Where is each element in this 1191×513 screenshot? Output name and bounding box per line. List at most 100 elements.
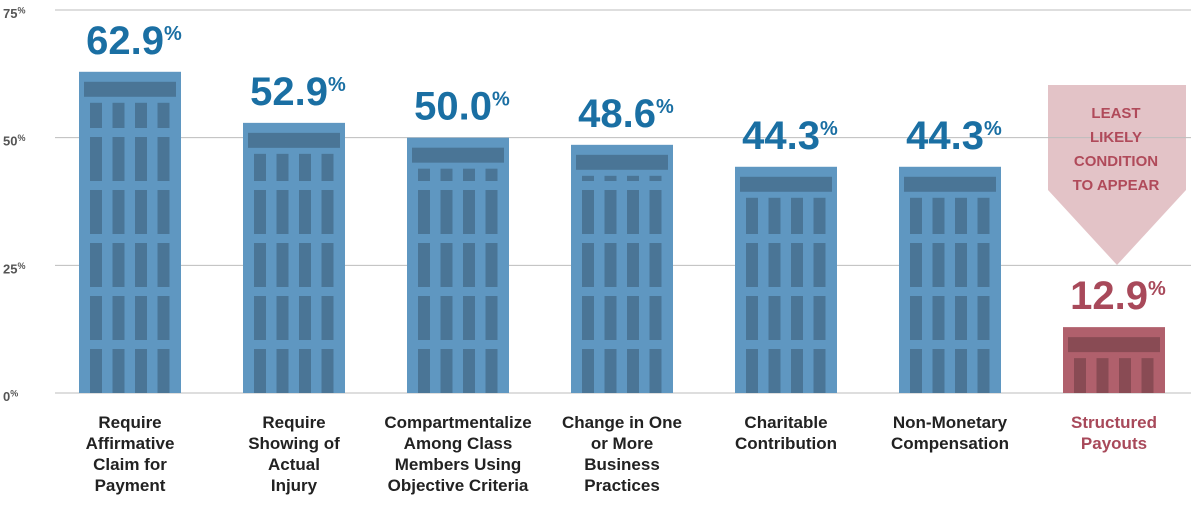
bar-window xyxy=(90,296,102,340)
bar-window xyxy=(135,137,147,181)
value-label: 48.6% xyxy=(578,92,674,136)
bar-window xyxy=(933,198,945,234)
bar-window xyxy=(486,349,498,393)
bar-window xyxy=(322,296,334,340)
page: 0%25%50%75%62.9%52.9%50.0%48.6%44.3%44.3… xyxy=(0,0,1191,513)
bar-window xyxy=(769,349,781,393)
bar-roof-band xyxy=(412,148,504,163)
building xyxy=(735,167,837,393)
bar-window xyxy=(605,349,617,393)
bar-window xyxy=(486,243,498,287)
bar-roof-band xyxy=(576,155,668,170)
x-tick-label: Structured Payouts xyxy=(1058,412,1170,454)
y-tick-label: 75% xyxy=(3,5,25,21)
bar-window xyxy=(605,243,617,287)
bar-window xyxy=(910,296,922,340)
bar-window xyxy=(486,169,498,181)
bar-window xyxy=(299,190,311,234)
bar-window xyxy=(582,296,594,340)
bar-window xyxy=(650,190,662,234)
annotation: LEAST LIKELY CONDITION TO APPEAR xyxy=(1066,102,1166,198)
bar-window xyxy=(814,349,826,393)
bar-window xyxy=(254,190,266,234)
bar-window xyxy=(277,296,289,340)
bar-window xyxy=(650,243,662,287)
building xyxy=(79,72,181,393)
x-tick-label: Non-Monetary Compensation xyxy=(868,412,1033,454)
bar-window xyxy=(978,349,990,393)
bar-window xyxy=(910,198,922,234)
bar-roof-band xyxy=(1068,337,1160,352)
bar-window xyxy=(90,137,102,181)
bar-roof-band xyxy=(740,177,832,192)
bar-window xyxy=(769,243,781,287)
y-tick-label: 50% xyxy=(3,133,25,149)
bar-window xyxy=(158,190,170,234)
y-tick-label: 25% xyxy=(3,261,25,277)
bar-window xyxy=(814,296,826,340)
bar-window xyxy=(90,243,102,287)
bar-window xyxy=(90,190,102,234)
bar-window xyxy=(582,190,594,234)
bar-window xyxy=(441,349,453,393)
bar-window xyxy=(158,243,170,287)
bar-window xyxy=(113,103,125,128)
bar-window xyxy=(113,296,125,340)
bar-window xyxy=(254,154,266,181)
bar-window xyxy=(158,349,170,393)
bar-window xyxy=(441,243,453,287)
bar-window xyxy=(746,198,758,234)
bar-window xyxy=(814,198,826,234)
bar-window xyxy=(463,243,475,287)
bar-window xyxy=(299,296,311,340)
bar-window xyxy=(769,296,781,340)
bar-window xyxy=(299,349,311,393)
bar-window xyxy=(254,296,266,340)
bar-window xyxy=(910,243,922,287)
bar-window xyxy=(277,190,289,234)
bar-window xyxy=(418,243,430,287)
bar-window xyxy=(158,296,170,340)
bar-window xyxy=(299,154,311,181)
bar-window xyxy=(605,296,617,340)
bar-window xyxy=(582,176,594,181)
bar-window xyxy=(791,349,803,393)
bar-window xyxy=(135,103,147,128)
bar-roof-band xyxy=(248,133,340,148)
x-tick-label: Charitable Contribution xyxy=(721,412,851,454)
bar-window xyxy=(978,296,990,340)
bar-window xyxy=(463,296,475,340)
bar-window xyxy=(158,137,170,181)
bar-window xyxy=(955,243,967,287)
building xyxy=(407,138,509,393)
bar-window xyxy=(627,176,639,181)
bar-window xyxy=(135,349,147,393)
value-label: 62.9% xyxy=(86,19,182,63)
bar-window xyxy=(90,349,102,393)
bar-window xyxy=(1142,358,1154,393)
bar-window xyxy=(955,296,967,340)
bar-window xyxy=(746,296,758,340)
bar-window xyxy=(791,198,803,234)
bar-roof-band xyxy=(84,82,176,97)
bar-window xyxy=(650,176,662,181)
bar-window xyxy=(135,190,147,234)
bar-window xyxy=(277,243,289,287)
bar-window xyxy=(955,198,967,234)
bar-window xyxy=(582,243,594,287)
bar-window xyxy=(486,296,498,340)
bar-window xyxy=(791,296,803,340)
bar-window xyxy=(746,349,758,393)
bar-window xyxy=(322,190,334,234)
value-label: 50.0% xyxy=(414,85,510,129)
bar-window xyxy=(955,349,967,393)
bar-window xyxy=(113,243,125,287)
bar-window xyxy=(322,154,334,181)
bar-window xyxy=(418,169,430,181)
bar-window xyxy=(135,296,147,340)
bar-roof-band xyxy=(904,177,996,192)
bar-window xyxy=(933,296,945,340)
bar-window xyxy=(627,296,639,340)
bar-window xyxy=(441,190,453,234)
value-label: 12.9% xyxy=(1070,274,1166,318)
